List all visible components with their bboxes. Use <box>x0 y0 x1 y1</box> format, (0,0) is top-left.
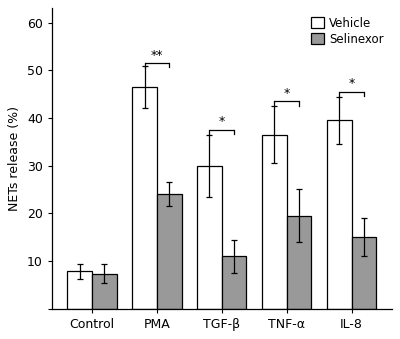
Bar <box>197 166 222 308</box>
Bar <box>262 135 287 308</box>
Y-axis label: NETs release (%): NETs release (%) <box>8 106 21 211</box>
Bar <box>67 272 92 308</box>
Bar <box>222 256 246 308</box>
Legend: Vehicle, Selinexor: Vehicle, Selinexor <box>309 14 386 48</box>
Text: *: * <box>219 116 225 128</box>
Text: *: * <box>348 77 355 90</box>
Bar <box>287 216 311 308</box>
Bar <box>132 87 157 308</box>
Text: *: * <box>284 87 290 100</box>
Bar <box>327 120 352 308</box>
Text: **: ** <box>151 49 163 62</box>
Bar <box>352 237 376 308</box>
Bar <box>92 274 117 308</box>
Bar <box>157 194 182 308</box>
